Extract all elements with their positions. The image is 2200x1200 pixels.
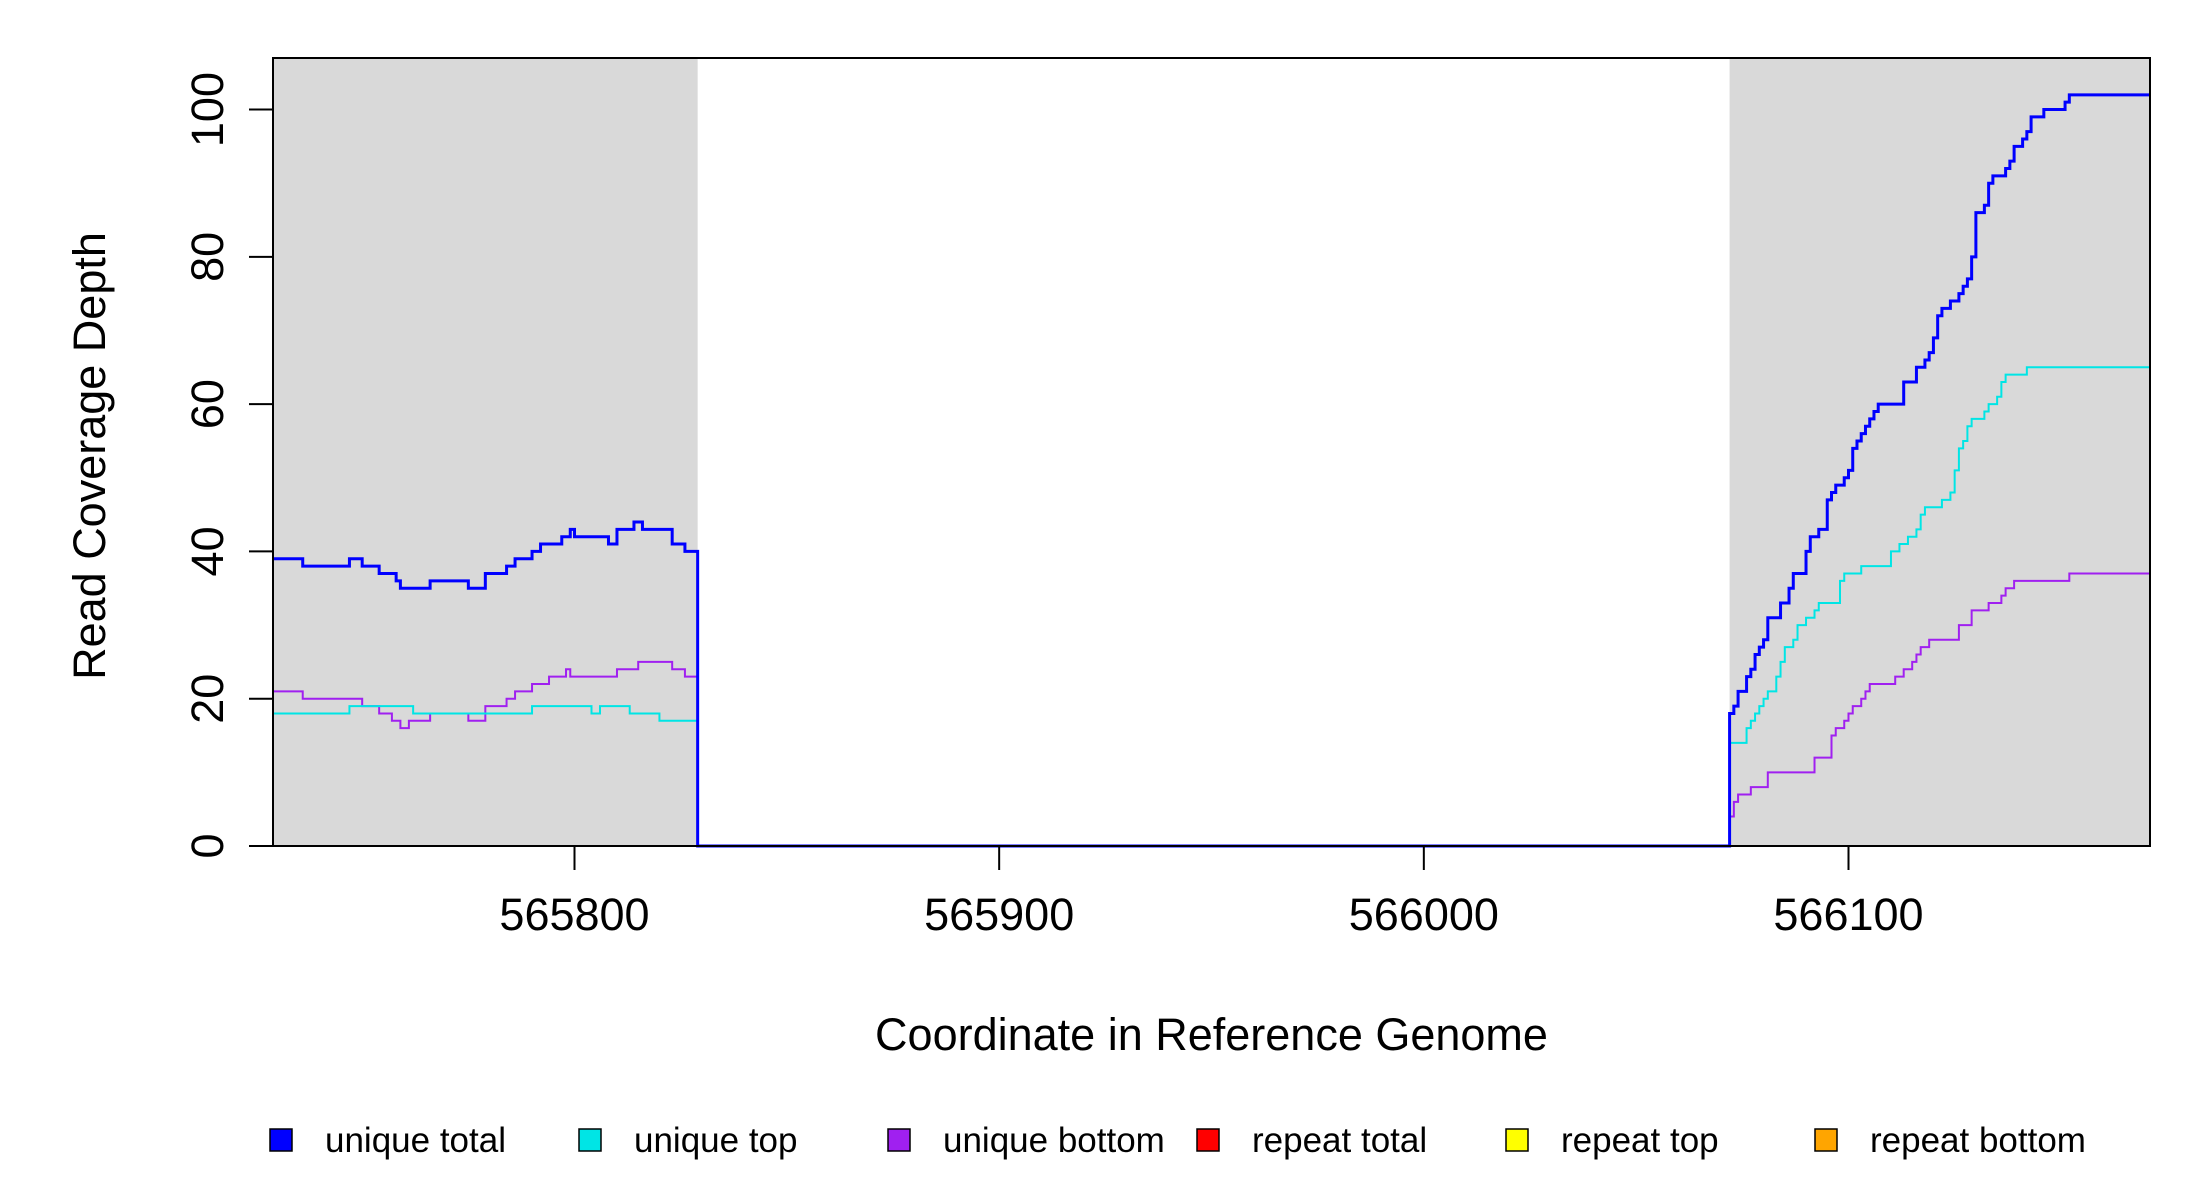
- y-axis-title: Read Coverage Depth: [64, 232, 115, 680]
- y-axis: 0 20 40 60 80 100: [182, 72, 274, 859]
- x-tick-label: 566100: [1773, 889, 1923, 940]
- legend-label: unique total: [325, 1121, 506, 1160]
- legend-swatch: [887, 1128, 911, 1152]
- legend-swatch: [1196, 1128, 1220, 1152]
- legend-label: repeat bottom: [1870, 1121, 2086, 1160]
- y-tick-label: 20: [182, 674, 233, 724]
- legend-swatch: [269, 1128, 293, 1152]
- y-tick-label: 100: [182, 72, 233, 147]
- shaded-region-1: [273, 58, 698, 846]
- legend-swatch: [1814, 1128, 1838, 1152]
- y-tick-label: 80: [182, 232, 233, 282]
- legend-swatch: [578, 1128, 602, 1152]
- series-line-unique-bottom: [273, 572, 2150, 847]
- series-line-unique-total: [273, 93, 2150, 848]
- x-tick-label: 565900: [924, 889, 1074, 940]
- y-tick-label: 0: [182, 833, 233, 858]
- y-tick-label: 40: [182, 526, 233, 576]
- shaded-regions: [273, 58, 2150, 846]
- legend-label: unique top: [634, 1121, 797, 1160]
- shaded-region-2: [1729, 58, 2150, 846]
- x-axis-title: Coordinate in Reference Genome: [875, 1009, 1548, 1060]
- x-axis: 565800 565900 566000 566100: [499, 846, 1924, 940]
- legend-label: unique bottom: [943, 1121, 1165, 1160]
- x-tick-label: 566000: [1349, 889, 1499, 940]
- y-tick-label: 60: [182, 379, 233, 429]
- x-tick-label: 565800: [499, 889, 649, 940]
- legend-label: repeat total: [1252, 1121, 1427, 1160]
- legend-swatch: [1505, 1128, 1529, 1152]
- legend-label: repeat top: [1561, 1121, 1719, 1160]
- legend: unique total unique top unique bottom repea…: [269, 1121, 2086, 1160]
